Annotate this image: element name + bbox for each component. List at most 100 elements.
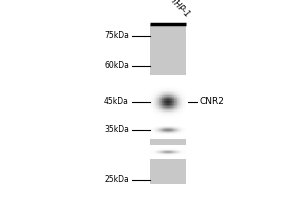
Bar	[168, 83, 169, 84]
Bar	[163, 126, 164, 127]
Bar	[155, 156, 156, 157]
Bar	[171, 108, 172, 109]
Bar	[169, 79, 170, 80]
Bar	[152, 80, 153, 81]
Bar	[160, 117, 161, 118]
Bar	[172, 98, 173, 99]
Bar	[182, 148, 183, 149]
Bar	[152, 98, 153, 99]
Bar	[156, 105, 157, 106]
Bar	[175, 135, 176, 136]
Bar	[176, 102, 177, 103]
Bar	[157, 134, 158, 135]
Bar	[161, 125, 162, 126]
Bar	[162, 84, 163, 86]
Bar	[173, 102, 174, 103]
Bar	[156, 137, 157, 138]
Bar	[173, 154, 174, 155]
Bar	[173, 137, 174, 138]
Bar	[151, 124, 152, 125]
Bar	[179, 133, 180, 134]
Bar	[173, 132, 174, 133]
Bar	[175, 158, 176, 159]
Bar	[155, 138, 156, 139]
Bar	[167, 87, 168, 88]
Bar	[170, 128, 171, 129]
Bar	[162, 151, 163, 152]
Bar	[159, 150, 160, 151]
Bar	[155, 99, 156, 101]
Bar	[177, 131, 178, 132]
Bar	[169, 153, 170, 154]
Bar	[182, 79, 183, 80]
Bar	[178, 125, 179, 126]
Bar	[156, 136, 157, 137]
Bar	[173, 113, 174, 114]
Bar	[184, 122, 185, 123]
Bar	[184, 151, 185, 152]
Bar	[156, 109, 157, 110]
Bar	[174, 83, 175, 84]
Bar	[167, 79, 168, 80]
Bar	[174, 74, 175, 76]
Bar	[160, 150, 161, 151]
Bar	[150, 120, 151, 121]
Bar	[156, 84, 157, 86]
Bar	[157, 90, 158, 91]
Bar	[167, 155, 168, 156]
Bar	[159, 146, 160, 147]
Bar	[181, 87, 182, 88]
Bar	[174, 148, 175, 149]
Bar	[180, 149, 181, 150]
Bar	[158, 147, 159, 148]
Bar	[170, 76, 171, 77]
Bar	[185, 74, 186, 76]
Bar	[177, 136, 178, 137]
Bar	[167, 131, 168, 132]
Bar	[179, 112, 180, 113]
Bar	[183, 80, 184, 81]
Bar	[168, 155, 169, 156]
Bar	[175, 74, 176, 76]
Bar	[180, 84, 181, 86]
Bar	[168, 113, 169, 114]
Bar	[169, 137, 170, 138]
Bar	[165, 136, 166, 137]
Bar	[185, 132, 186, 133]
Bar	[174, 135, 175, 136]
Bar	[163, 88, 164, 90]
Bar	[153, 148, 154, 149]
Bar	[176, 125, 177, 126]
Bar	[163, 150, 164, 151]
Bar	[158, 124, 159, 125]
Bar	[169, 151, 170, 152]
Bar	[154, 113, 155, 114]
Bar	[157, 133, 158, 134]
Bar	[151, 127, 152, 128]
Bar	[153, 95, 154, 97]
Bar	[179, 94, 180, 95]
Bar	[175, 83, 176, 84]
Bar	[154, 90, 155, 91]
Bar	[172, 106, 173, 108]
Bar	[174, 92, 175, 94]
Bar	[167, 76, 168, 77]
Bar	[156, 79, 157, 80]
Bar	[161, 114, 162, 116]
Bar	[164, 133, 165, 134]
Bar	[176, 135, 177, 136]
Bar	[183, 118, 184, 120]
Bar	[161, 101, 162, 102]
Bar	[155, 123, 156, 124]
Bar	[152, 87, 153, 88]
Bar	[156, 123, 157, 124]
Bar	[185, 114, 186, 116]
Bar	[155, 131, 156, 132]
Bar	[182, 136, 183, 137]
Bar	[171, 105, 172, 106]
Bar	[177, 133, 178, 134]
Bar	[154, 150, 155, 151]
Bar	[170, 94, 171, 95]
Bar	[167, 128, 168, 130]
Bar	[162, 90, 163, 91]
